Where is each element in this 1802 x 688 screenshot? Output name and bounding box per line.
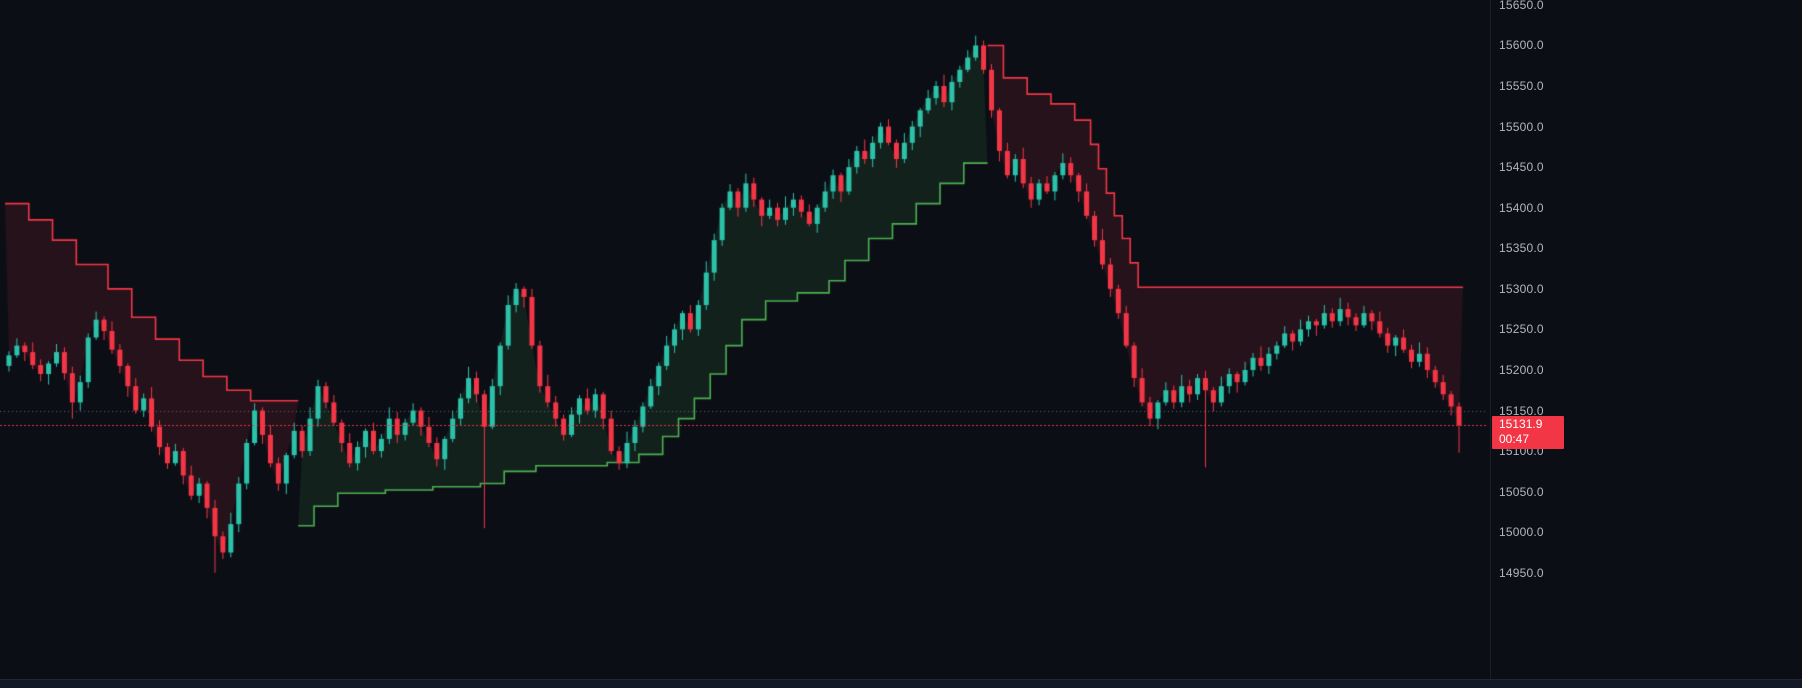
price-tick-label: 15200.0 bbox=[1499, 362, 1544, 377]
last-price-countdown: 00:47 bbox=[1499, 432, 1530, 447]
price-tick-label: 15050.0 bbox=[1499, 484, 1544, 499]
price-tick-label: 15000.0 bbox=[1499, 525, 1544, 540]
price-tick-label: 14950.0 bbox=[1499, 565, 1544, 580]
price-tick-label: 15250.0 bbox=[1499, 322, 1544, 337]
price-tick-label: 15150.0 bbox=[1499, 403, 1544, 418]
price-tick-label: 15500.0 bbox=[1499, 119, 1544, 134]
chart-canvas[interactable] bbox=[0, 0, 1490, 688]
price-scale[interactable]: 15131.9 00:47 15650.0 15600.0 15550.0 15500… bbox=[1490, 0, 1802, 680]
price-tick-label: 15650.0 bbox=[1499, 0, 1544, 12]
last-price-value: 15131.9 bbox=[1499, 417, 1543, 432]
price-tick-label: 15300.0 bbox=[1499, 281, 1544, 296]
price-tick-label: 15350.0 bbox=[1499, 241, 1544, 256]
price-tick-label: 15450.0 bbox=[1499, 160, 1544, 175]
time-axis[interactable] bbox=[0, 679, 1802, 688]
price-tick-label: 15400.0 bbox=[1499, 200, 1544, 215]
last-price-badge: 15131.9 00:47 bbox=[1492, 416, 1564, 450]
price-tick-label: 15550.0 bbox=[1499, 79, 1544, 93]
price-tick-label: 15600.0 bbox=[1499, 38, 1544, 53]
